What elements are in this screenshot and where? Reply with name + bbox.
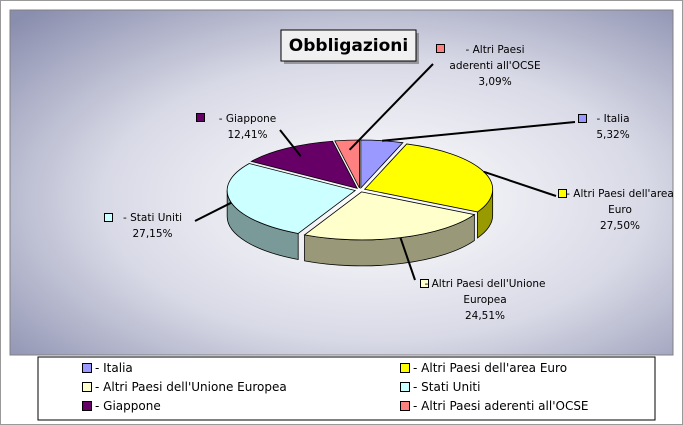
chart-title: Obbligazioni [289,36,408,56]
legend-entry: - Altri Paesi dell'Unione Europea [82,380,287,394]
data-label-key [578,114,587,123]
legend-entry: - Italia [82,361,133,375]
data-label: - Altri Paesi dell'Unione Europea 24,51% [420,276,550,324]
legend-label: - Altri Paesi aderenti all'OCSE [413,399,589,413]
slice [303,191,476,241]
legend-entry: - Giappone [82,399,161,413]
data-label: - Altri Paesi dell'area Euro 27,50% [565,186,675,234]
data-label-key [196,113,205,122]
data-label-name: - Altri Paesi aderenti all'OCSE [449,44,541,72]
legend-key [82,363,92,373]
legend-label: - Altri Paesi dell'area Euro [413,361,568,375]
data-label-value: 12,41% [227,129,268,141]
data-label: - Giappone 12,41% [205,111,290,143]
data-label: - Stati Uniti 27,15% [115,210,190,242]
data-label-name: - Giappone [218,113,277,125]
data-label-value: 27,50% [599,220,641,232]
leader-line [348,63,434,151]
legend-key [82,382,92,392]
leader-line [279,129,302,157]
legend-label: - Stati Uniti [413,380,481,394]
legend-box [37,356,656,421]
title-box [280,29,417,62]
legend-label: - Altri Paesi dell'Unione Europea [95,380,287,394]
pie [226,139,494,267]
legend-key [82,401,92,411]
data-label-key [104,213,113,222]
slice [250,140,359,189]
leader-line [399,237,416,281]
data-label: - Altri Paesi aderenti all'OCSE 3,09% [445,42,545,90]
legend-entry: - Stati Uniti [400,380,480,394]
legend-entry: - Altri Paesi dell'area Euro [400,361,567,375]
legend-key [400,401,410,411]
data-label-value: 5,32% [596,129,630,141]
legend-key [400,382,410,392]
leader-line [194,201,232,222]
data-label-value: 27,15% [132,228,173,240]
leader-lines [194,63,576,281]
legend-label: - Italia [95,361,133,375]
data-label-key [420,279,429,288]
leader-line [382,121,576,142]
legend-label: - Giappone [95,399,161,413]
slice [360,139,404,190]
data-label-key [436,44,445,53]
data-label-name: - Altri Paesi dell'Unione Europea [424,278,546,306]
legend-key [400,363,410,373]
data-label-key [558,189,567,198]
data-label-name: - Italia [596,113,630,125]
data-label-name: - Altri Paesi dell'area Euro [566,188,674,216]
data-label-value: 24,51% [464,310,506,322]
legend-entry: - Altri Paesi aderenti all'OCSE [400,399,589,413]
data-label: - Italia 5,32% [588,111,638,143]
leader-line [483,170,557,197]
data-label-name: - Stati Uniti [122,212,182,224]
data-label-value: 3,09% [478,76,512,88]
